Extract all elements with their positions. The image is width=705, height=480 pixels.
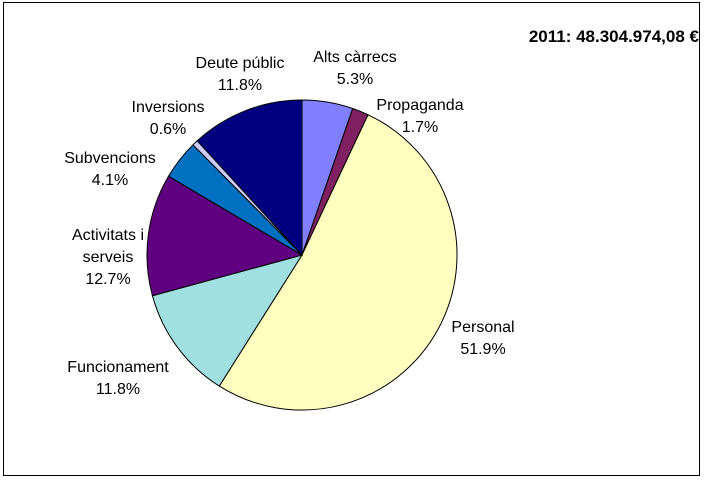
slice-percent: 51.9% — [460, 341, 505, 358]
pie-slice-deute-p-blic — [196, 99, 303, 257]
slice-percent: 11.8% — [218, 77, 262, 94]
slice-label-alts-c-rrecs: Alts càrrecs 5.3% — [313, 49, 397, 88]
slice-name: Deute públic — [196, 55, 285, 72]
slice-name: Personal — [451, 319, 514, 336]
slice-name: Alts càrrecs — [313, 49, 397, 66]
slice-name: Propaganda — [376, 97, 463, 114]
slice-percent: 4.1% — [92, 172, 128, 189]
slice-label-funcionament: Funcionament 11.8% — [67, 359, 169, 398]
slice-label-propaganda: Propaganda 1.7% — [376, 97, 463, 136]
slice-percent: 12.7% — [85, 271, 130, 288]
slice-name: Subvencions — [64, 150, 156, 167]
slice-label-subvencions: Subvencions 4.1% — [64, 150, 156, 189]
slice-label-deute-p-blic: Deute públic 11.8% — [196, 55, 285, 94]
slice-percent: 1.7% — [402, 119, 438, 136]
pie-slice-personal — [218, 114, 458, 411]
slice-label-inversions: Inversions 0.6% — [132, 99, 205, 138]
slice-name: Funcionament — [67, 359, 169, 376]
slice-percent: 11.8% — [96, 381, 140, 398]
pie-slice-activitats-i-serveis — [146, 175, 304, 297]
slice-percent: 0.6% — [150, 121, 186, 138]
slice-name: Activitats i — [72, 227, 144, 244]
slice-percent: 5.3% — [337, 71, 373, 88]
chart-title: 2011: 48.304.974,08 € — [528, 27, 699, 46]
slice-name: serveis — [83, 249, 134, 266]
pie-slice-funcionament — [151, 254, 304, 387]
slice-label-activitats-i-serveis: Activitats i serveis 12.7% — [72, 227, 144, 288]
slice-name: Inversions — [132, 99, 205, 116]
slice-label-personal: Personal 51.9% — [451, 319, 514, 358]
